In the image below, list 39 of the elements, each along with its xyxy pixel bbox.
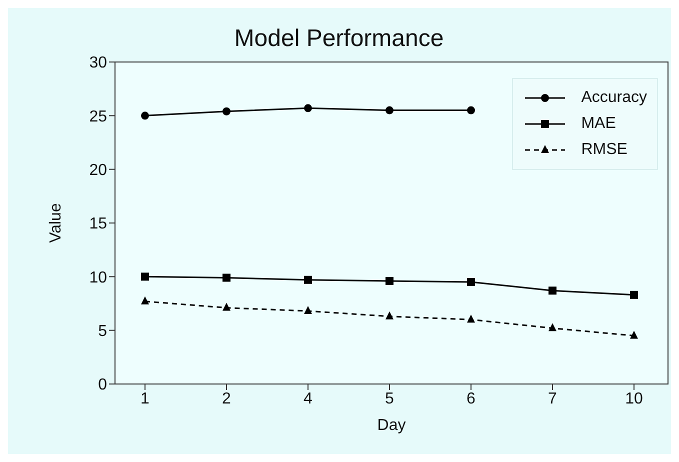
point — [630, 330, 638, 339]
x-tick-label: 10 — [625, 390, 643, 408]
point — [141, 272, 149, 281]
point — [222, 107, 230, 116]
point — [630, 290, 638, 299]
x-tick-label: 5 — [385, 390, 394, 408]
point — [467, 106, 475, 114]
point — [386, 106, 394, 114]
y-tick-label: 5 — [98, 323, 108, 340]
point — [222, 274, 230, 282]
legend-label: RMSE — [581, 141, 628, 159]
point — [222, 302, 230, 311]
chart-title: Model Performance — [234, 25, 444, 52]
point — [467, 278, 475, 286]
point — [304, 306, 312, 314]
y-tick-label: 20 — [89, 162, 108, 180]
x-tick-label: 4 — [304, 390, 313, 408]
point — [304, 104, 312, 112]
point — [467, 314, 475, 323]
point — [386, 311, 394, 320]
y-tick-label: 25 — [89, 108, 108, 126]
legend-label: MAE — [581, 115, 616, 133]
point — [141, 296, 149, 304]
point — [141, 112, 149, 120]
point — [304, 276, 312, 284]
y-tick-label: 30 — [89, 54, 108, 72]
x-axis-title: Day — [377, 417, 406, 434]
y-tick-label: 10 — [89, 269, 108, 286]
y-tick-label: 15 — [89, 216, 108, 233]
x-tick-label: 6 — [466, 390, 476, 408]
legend-label: Accuracy — [581, 89, 647, 107]
point — [548, 323, 556, 332]
point — [386, 276, 394, 285]
y-axis-title: Value — [48, 203, 65, 243]
x-tick-label: 1 — [140, 390, 150, 408]
point — [548, 286, 556, 295]
x-tick-label: 2 — [222, 390, 232, 408]
x-tick-label: 7 — [548, 390, 558, 408]
y-tick-label: 0 — [98, 376, 108, 394]
